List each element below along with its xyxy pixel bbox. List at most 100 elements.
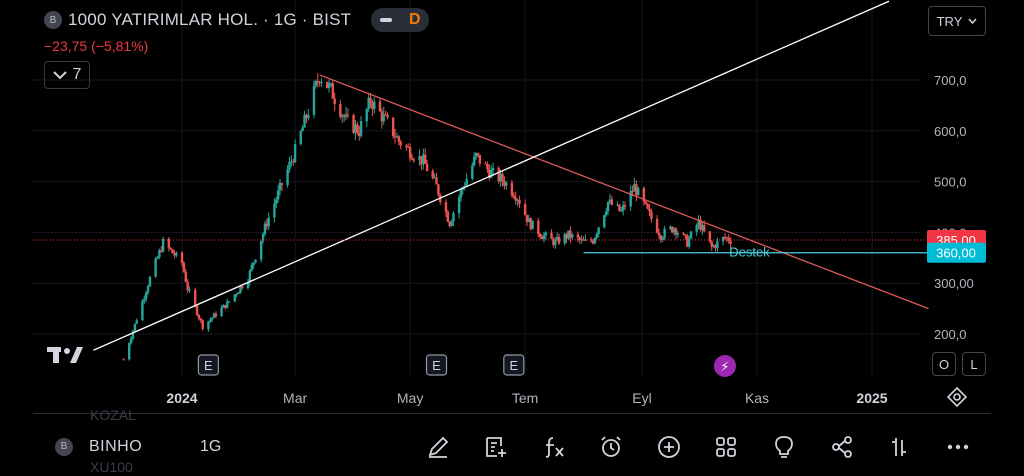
currency-select[interactable]: TRY [928, 6, 986, 36]
candle-body [329, 83, 333, 85]
candle-body [214, 313, 218, 317]
candle-body [563, 234, 566, 244]
x-tick-label[interactable]: Eyl [632, 390, 651, 406]
y-tick-label[interactable]: 200,0 [934, 327, 967, 342]
candle-body [650, 211, 653, 219]
candle-body [497, 167, 500, 182]
event-markers[interactable]: E E E ⚡ [197, 354, 736, 377]
candle-body [422, 154, 425, 165]
trendline-support[interactable] [93, 0, 890, 351]
support-price-label: 360,00 [936, 246, 976, 261]
candle-body [714, 245, 717, 249]
candle-body [648, 208, 651, 212]
x-tick-label[interactable]: Mar [283, 390, 307, 406]
divider [33, 413, 991, 414]
more-button[interactable] [945, 420, 971, 473]
candle-body [686, 235, 689, 247]
add-note-button[interactable] [483, 420, 509, 473]
candle-body [227, 301, 231, 303]
candle-body [131, 330, 135, 339]
candle-body [222, 304, 225, 308]
earnings-marker[interactable] [503, 354, 525, 376]
x-axis[interactable]: 2024 Mar May Tem Eyl Kas 2025 [166, 390, 887, 406]
candle-body [199, 318, 203, 321]
log-scale-button[interactable]: L [962, 352, 986, 376]
candle-body [248, 270, 252, 282]
drawings[interactable]: Destek [93, 0, 948, 351]
tradingview-logo[interactable] [47, 343, 85, 367]
candle-body [448, 221, 451, 227]
x-tick-label[interactable]: 2024 [166, 390, 197, 406]
pencil-icon [428, 436, 449, 458]
candle-body [708, 231, 712, 242]
compare-button[interactable] [887, 420, 913, 473]
candle-body [226, 301, 229, 309]
candle-body [197, 315, 201, 319]
x-tick-label[interactable]: May [397, 390, 423, 406]
indicators-toggle[interactable]: 7 [44, 61, 90, 89]
visibility-pill[interactable]: D [371, 8, 430, 32]
candle-body [569, 230, 572, 238]
support-label[interactable]: Destek [729, 245, 770, 260]
candle-body [701, 225, 704, 231]
candle-body [209, 319, 212, 322]
candle-body [725, 237, 729, 239]
trendline-resistance[interactable] [319, 74, 929, 310]
candle-body [603, 215, 606, 228]
settings-icon[interactable] [946, 386, 968, 408]
candle-body [299, 131, 302, 145]
chevron-down-icon [968, 18, 977, 24]
dividend-marker[interactable] [713, 355, 736, 377]
candle-body [501, 173, 504, 182]
y-tick-label[interactable]: 300,00 [934, 276, 974, 291]
delay-badge[interactable]: D [409, 11, 421, 28]
share-button[interactable] [829, 420, 855, 473]
candle-body [380, 111, 384, 122]
add-button[interactable] [656, 420, 682, 473]
candle-body [550, 232, 553, 239]
earnings-marker[interactable] [425, 354, 448, 376]
bottom-symbol-logo[interactable]: B [55, 420, 73, 473]
candle-body [158, 250, 161, 258]
percent-scale-button[interactable]: O [932, 352, 956, 376]
price-change: −23,75 (−5,81%) [44, 38, 149, 54]
candle-body [286, 169, 289, 186]
candle-body [359, 121, 363, 136]
eye-icon[interactable] [379, 18, 392, 22]
x-tick-label[interactable]: Tem [512, 390, 538, 406]
candle-body [540, 236, 544, 240]
symbol-selector[interactable]: BINHO [89, 420, 142, 473]
candle-body [129, 338, 133, 344]
symbol-title[interactable]: 1000 YATIRIMLAR HOL. · 1G · BIST [68, 10, 352, 29]
candle-body [623, 205, 627, 207]
ideas-button[interactable] [771, 420, 797, 473]
candle-body [676, 233, 680, 235]
interval-selector[interactable]: 1G [200, 420, 221, 473]
candle-body [655, 218, 659, 233]
y-tick-label[interactable]: 700,0 [934, 73, 967, 88]
alert-button[interactable] [598, 420, 624, 473]
candle-body [171, 249, 174, 254]
candle-body [703, 225, 706, 232]
candle-body [365, 109, 368, 122]
candle-body [672, 228, 676, 233]
draw-tool-button[interactable] [425, 420, 451, 473]
candle-body [444, 202, 448, 212]
x-tick-label[interactable]: Kas [745, 390, 769, 406]
candle-body [378, 101, 382, 112]
candle-body [621, 205, 625, 211]
earnings-marker[interactable] [197, 354, 219, 376]
indicators-button[interactable] [541, 420, 567, 473]
y-tick-label[interactable]: 500,0 [934, 175, 967, 190]
candle-body [595, 233, 598, 238]
y-tick-label[interactable]: 600,0 [934, 124, 967, 139]
layouts-button[interactable] [713, 420, 739, 473]
candle-body [435, 177, 438, 185]
candle-body [697, 219, 700, 226]
candle-body [542, 235, 546, 240]
candle-body [727, 237, 730, 242]
x-tick-label[interactable]: 2025 [856, 390, 887, 406]
